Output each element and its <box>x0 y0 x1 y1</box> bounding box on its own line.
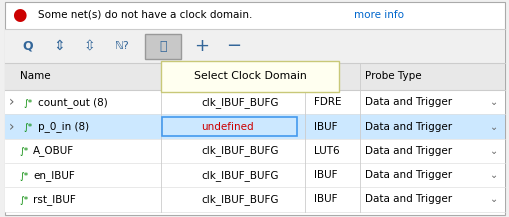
FancyBboxPatch shape <box>5 2 504 215</box>
Text: Probe Type: Probe Type <box>364 71 420 82</box>
Text: Q: Q <box>23 40 33 53</box>
Text: more info: more info <box>354 10 404 20</box>
Text: ∫*: ∫* <box>23 122 33 131</box>
Text: undefined: undefined <box>201 122 253 132</box>
Text: Some net(s) do not have a clock domain.: Some net(s) do not have a clock domain. <box>38 10 252 20</box>
Text: ℕ?: ℕ? <box>115 41 129 51</box>
Text: Cell: Cell <box>313 71 333 82</box>
Text: clk_IBUF_BUFG: clk_IBUF_BUFG <box>201 145 278 156</box>
Text: clk_IBUF_BUFG: clk_IBUF_BUFG <box>201 194 278 205</box>
Text: clk_IBUF_BUFG: clk_IBUF_BUFG <box>201 97 278 108</box>
Text: LUT6: LUT6 <box>313 146 338 156</box>
Text: count_out (8): count_out (8) <box>38 97 108 108</box>
Text: Data and Trigger: Data and Trigger <box>364 97 451 107</box>
Text: ›: › <box>9 120 14 133</box>
Text: ⌄: ⌄ <box>489 194 497 204</box>
Text: ⧉: ⧉ <box>159 40 166 53</box>
Text: Data and Trigger: Data and Trigger <box>364 194 451 204</box>
FancyBboxPatch shape <box>5 29 504 63</box>
Text: ∫*: ∫* <box>20 195 29 204</box>
Text: FDRE: FDRE <box>313 97 341 107</box>
FancyBboxPatch shape <box>5 139 504 163</box>
Text: ⌄: ⌄ <box>489 122 497 132</box>
FancyBboxPatch shape <box>162 117 297 136</box>
FancyBboxPatch shape <box>5 63 504 90</box>
Text: IBUF: IBUF <box>313 194 336 204</box>
Text: ⌄: ⌄ <box>489 146 497 156</box>
Text: Data and Trigger: Data and Trigger <box>364 170 451 180</box>
Text: ●: ● <box>12 6 26 24</box>
Text: Select Clock Domain: Select Clock Domain <box>193 71 306 82</box>
Text: +: + <box>193 37 209 55</box>
Text: Data and Trigger: Data and Trigger <box>364 146 451 156</box>
FancyBboxPatch shape <box>145 34 181 59</box>
Text: Clock Domain: Clock Domain <box>204 71 276 82</box>
Text: ⇕: ⇕ <box>53 39 64 53</box>
FancyBboxPatch shape <box>5 90 504 114</box>
Text: A_OBUF: A_OBUF <box>33 145 74 156</box>
FancyBboxPatch shape <box>5 187 504 212</box>
FancyBboxPatch shape <box>160 61 338 92</box>
FancyBboxPatch shape <box>5 163 504 187</box>
Text: p_0_in (8): p_0_in (8) <box>38 121 89 132</box>
Text: ∫*: ∫* <box>20 146 29 155</box>
Text: ›: › <box>9 95 14 109</box>
Text: ⇳: ⇳ <box>83 39 95 53</box>
Text: rst_IBUF: rst_IBUF <box>33 194 76 205</box>
Text: IBUF: IBUF <box>313 170 336 180</box>
Text: ∫*: ∫* <box>23 98 33 107</box>
Text: IBUF: IBUF <box>313 122 336 132</box>
Text: ⌄: ⌄ <box>489 97 497 107</box>
Text: ∫*: ∫* <box>20 171 29 180</box>
Text: ⌄: ⌄ <box>489 170 497 180</box>
Text: Data and Trigger: Data and Trigger <box>364 122 451 132</box>
FancyBboxPatch shape <box>5 114 504 139</box>
Text: Name: Name <box>20 71 51 82</box>
Text: clk_IBUF_BUFG: clk_IBUF_BUFG <box>201 170 278 181</box>
Text: −: − <box>225 37 241 55</box>
Text: en_IBUF: en_IBUF <box>33 170 75 181</box>
